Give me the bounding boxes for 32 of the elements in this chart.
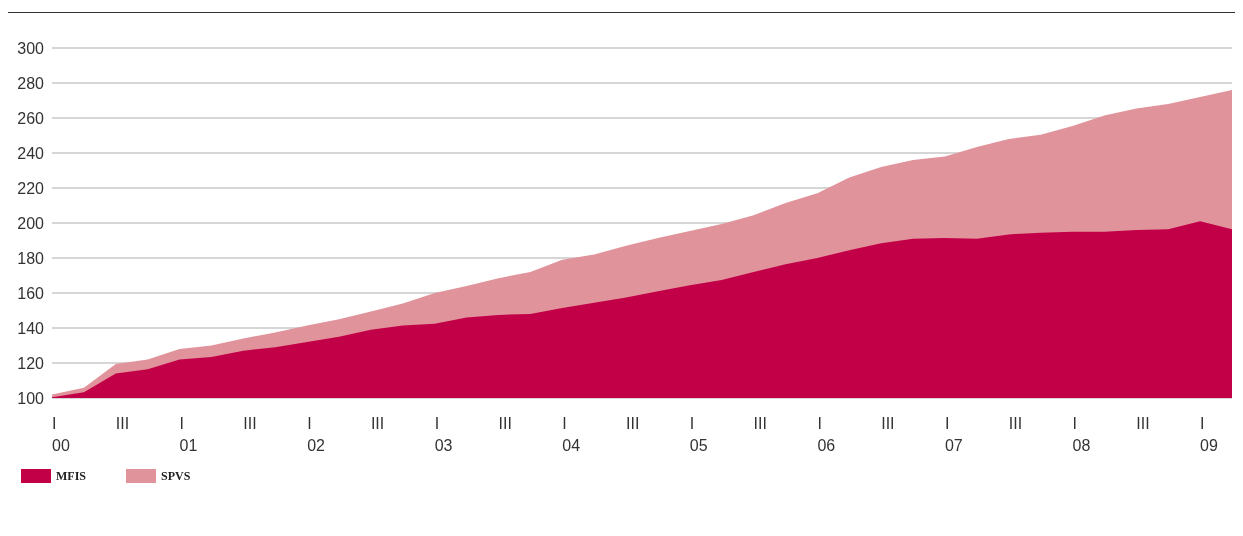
y-tick-label: 160 bbox=[17, 284, 45, 302]
x-tick-label: I 02 bbox=[307, 414, 326, 454]
x-tick-label: I 03 bbox=[434, 414, 453, 454]
x-tick-label: I 06 bbox=[817, 414, 836, 454]
x-tick-label: III bbox=[626, 414, 640, 432]
x-tick-label: III bbox=[115, 414, 130, 432]
legend-label: SPVS bbox=[161, 469, 191, 483]
x-tick-label: III bbox=[1008, 414, 1023, 432]
y-tick-label: 220 bbox=[17, 179, 45, 197]
legend-label: MFIS bbox=[56, 469, 87, 483]
y-tick-label: 180 bbox=[17, 249, 45, 267]
y-tick-label: 260 bbox=[17, 109, 45, 127]
x-tick-label: I 07 bbox=[944, 414, 963, 454]
y-tick-label: 240 bbox=[17, 144, 45, 162]
x-tick-label: I 05 bbox=[689, 414, 708, 454]
x-tick-label: I 09 bbox=[1200, 414, 1219, 454]
x-tick-label: III bbox=[243, 414, 257, 432]
x-tick-label: I 01 bbox=[179, 414, 198, 454]
x-tick-label: III bbox=[370, 414, 385, 432]
y-tick-label: 140 bbox=[17, 319, 45, 337]
y-tick-label: 300 bbox=[17, 39, 45, 57]
y-tick-label: 120 bbox=[17, 354, 45, 372]
x-tick-label: I 08 bbox=[1072, 414, 1091, 454]
y-tick-label: 280 bbox=[17, 74, 45, 92]
x-tick-label: III bbox=[1136, 414, 1150, 432]
x-tick-label: III bbox=[881, 414, 895, 432]
x-tick-label: I 04 bbox=[562, 414, 581, 454]
x-tick-label: I 00 bbox=[52, 414, 70, 454]
y-tick-label: 200 bbox=[17, 214, 45, 232]
y-tick-label: 100 bbox=[17, 389, 45, 407]
x-tick-label: III bbox=[753, 414, 767, 432]
x-tick-label: III bbox=[498, 414, 512, 432]
